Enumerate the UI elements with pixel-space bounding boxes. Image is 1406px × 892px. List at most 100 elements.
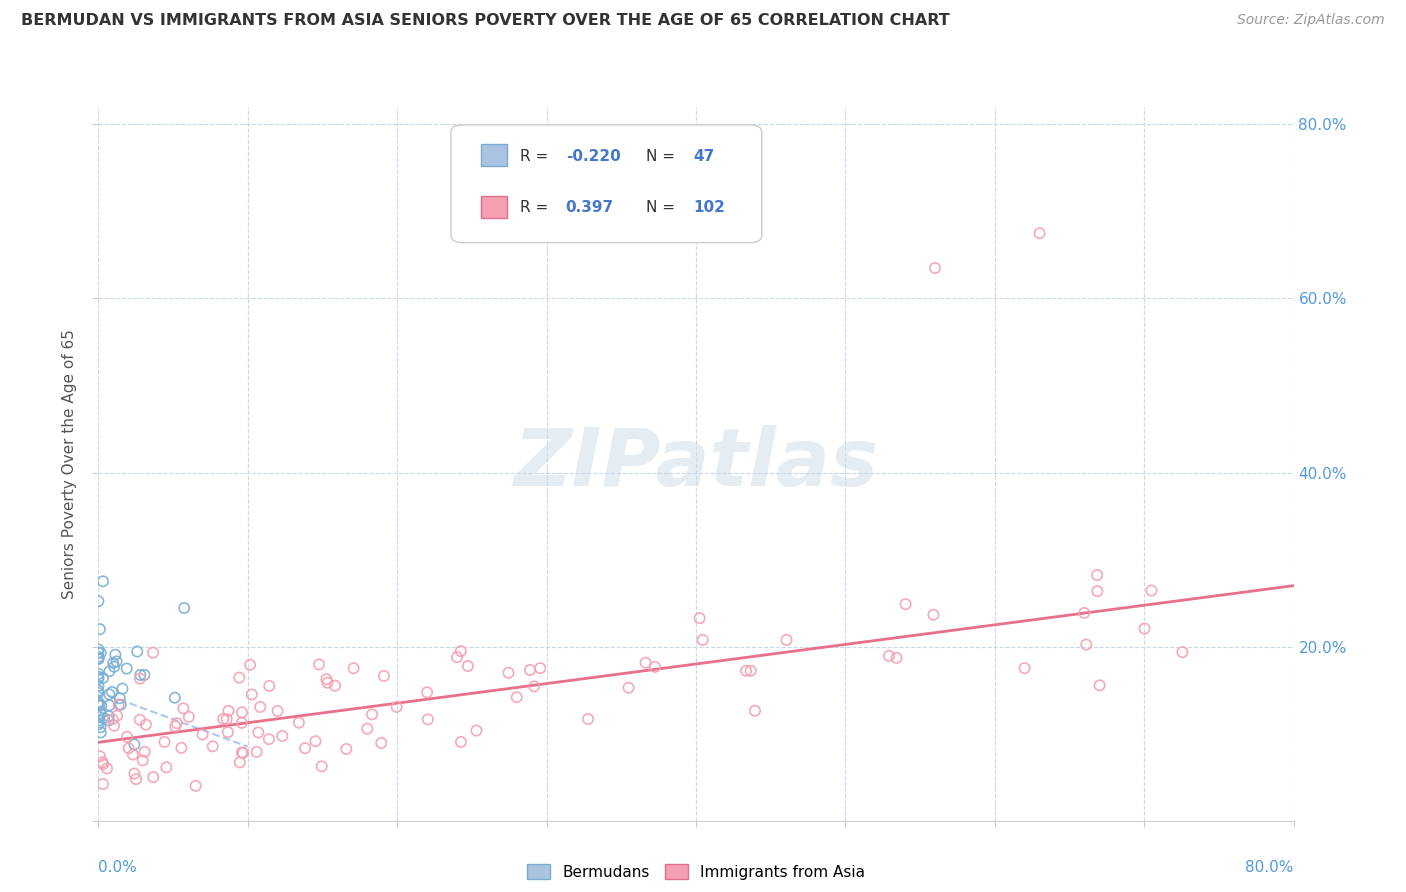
Point (311, 759, 333, 773)
Point (212, 712, 235, 726)
Point (689, 611, 711, 625)
Text: R =: R = (520, 200, 554, 215)
Point (877, 648, 900, 663)
Point (240, 688, 263, 702)
Point (228, 671, 250, 685)
Point (122, 747, 145, 762)
Point (506, 690, 529, 705)
Point (1171, 645, 1194, 659)
Point (90, 646, 112, 660)
Point (170, 740, 193, 755)
Point (894, 597, 917, 611)
Point (142, 646, 165, 660)
Point (87, 679, 110, 693)
Text: R =: R = (520, 149, 554, 164)
Point (153, 735, 176, 749)
Point (744, 704, 766, 718)
Point (87, 642, 110, 657)
Text: Source: ZipAtlas.com: Source: ZipAtlas.com (1237, 13, 1385, 28)
Point (91, 574, 114, 589)
Point (215, 712, 238, 726)
Point (1014, 661, 1036, 675)
Text: 102: 102 (693, 200, 725, 215)
Point (1085, 568, 1108, 582)
Point (172, 701, 194, 715)
Point (644, 660, 666, 674)
Point (105, 654, 128, 668)
Text: 47: 47 (693, 149, 714, 164)
Bar (481, 196, 508, 218)
Point (97, 709, 120, 723)
Point (692, 632, 714, 647)
Point (89, 622, 111, 636)
Bar (481, 145, 508, 166)
Point (87, 695, 110, 709)
Point (576, 712, 599, 726)
Text: N =: N = (645, 149, 679, 164)
Point (115, 662, 138, 676)
Point (98, 687, 121, 701)
Point (89, 714, 111, 728)
Point (118, 741, 141, 756)
Text: -0.220: -0.220 (565, 149, 620, 164)
Point (450, 735, 472, 749)
Point (259, 679, 281, 693)
Point (98, 698, 121, 713)
Point (266, 704, 288, 718)
Point (124, 738, 146, 752)
Text: 0.397: 0.397 (565, 200, 614, 215)
Point (416, 712, 439, 726)
Y-axis label: Seniors Poverty Over the Age of 65: Seniors Poverty Over the Age of 65 (62, 329, 77, 599)
Point (229, 756, 252, 770)
Point (87, 649, 110, 664)
Point (343, 661, 366, 675)
Point (191, 727, 214, 741)
Point (131, 753, 153, 767)
Point (129, 672, 152, 686)
Point (87, 698, 110, 712)
Point (1073, 606, 1095, 620)
Point (96, 761, 118, 775)
Point (886, 651, 908, 665)
Point (155, 760, 177, 774)
Point (315, 672, 337, 686)
Point (231, 715, 253, 730)
Point (246, 745, 269, 759)
Point (91, 757, 114, 772)
Point (87, 710, 110, 724)
Point (89, 749, 111, 764)
Point (465, 723, 488, 738)
Point (231, 746, 253, 760)
Text: 0.0%: 0.0% (98, 860, 138, 875)
Point (294, 741, 316, 756)
Point (177, 710, 200, 724)
Point (87, 594, 110, 608)
Point (163, 690, 186, 705)
Point (124, 766, 146, 780)
Point (288, 715, 311, 730)
Point (134, 668, 156, 682)
Point (356, 722, 378, 736)
Point (101, 685, 124, 699)
Point (173, 601, 195, 615)
Point (529, 661, 551, 675)
Point (89, 720, 111, 734)
Point (91, 777, 114, 791)
Point (135, 717, 157, 731)
Point (87, 686, 110, 700)
Point (110, 698, 132, 712)
Point (446, 650, 468, 665)
Point (87, 645, 110, 659)
Text: 80.0%: 80.0% (1246, 860, 1294, 875)
Point (166, 716, 188, 731)
Point (239, 657, 262, 672)
Point (101, 656, 124, 670)
Point (519, 663, 541, 677)
Point (308, 657, 330, 672)
FancyBboxPatch shape (451, 125, 762, 243)
Point (103, 719, 125, 733)
Point (323, 679, 346, 693)
Point (450, 644, 472, 658)
Point (134, 745, 156, 759)
Text: BERMUDAN VS IMMIGRANTS FROM ASIA SENIORS POVERTY OVER THE AGE OF 65 CORRELATION : BERMUDAN VS IMMIGRANTS FROM ASIA SENIORS… (21, 13, 950, 29)
